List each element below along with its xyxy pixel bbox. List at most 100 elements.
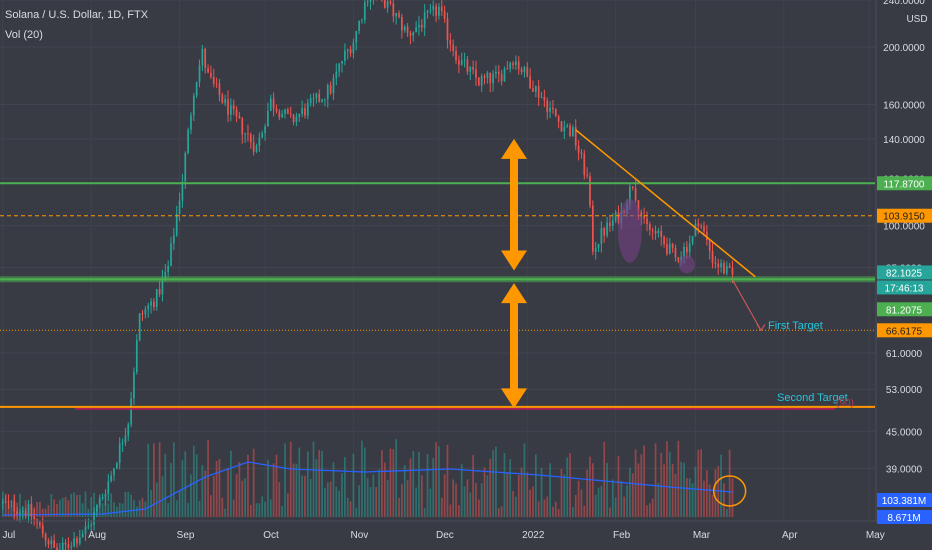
trendline [575,129,756,278]
candle-body [76,538,78,544]
candle-body [155,289,158,308]
price-tag-bg [877,302,932,317]
drawings[interactable] [501,129,766,507]
price-tag-label: 66.6175 [886,326,923,337]
volume-bar [574,495,577,517]
volume-bar [623,496,626,517]
time-tick-label: 2022 [522,530,545,541]
candle-body [238,116,241,119]
candle-body [440,6,443,12]
volume-bar [609,507,611,517]
volume-bar [654,443,657,517]
volume-bar [192,445,195,517]
volume-bar [383,462,386,517]
volume-bar [657,482,660,517]
volume-bar [700,449,702,517]
candle-body [147,305,150,310]
time-axis[interactable]: Jul Aug Sep Oct Nov Dec 2022 Feb Mar Apr May [0,520,932,541]
second-target-note: (90) [836,398,854,409]
candle-body [486,72,489,78]
candle-body [284,109,286,114]
candle-body [543,97,546,101]
support-band [0,276,875,283]
candle-body [540,97,543,99]
volume-indicator-label[interactable]: Vol (20) [5,29,43,41]
volume-bar [418,451,420,517]
volume-bar [412,451,415,517]
candle-body [697,223,700,226]
horizontal-levels[interactable] [0,182,875,410]
volume-bar [386,479,389,517]
candle-body [671,243,674,248]
volume-bar [315,459,318,517]
volume-bar [104,496,107,517]
price-tick-label: 39.0000 [886,464,923,475]
price-tag-bg [877,510,932,524]
volume-bar [711,494,714,517]
volume-bar [93,492,95,517]
volume-bar [110,493,113,517]
projection-line [732,279,762,331]
volume-bar [135,506,138,517]
volume-bar [258,503,261,517]
candle-body [503,68,506,81]
volume-bar [124,491,127,517]
price-tag-bg [877,493,932,507]
candle-body [386,1,389,8]
price-tag-bg [877,280,932,295]
volume-bar [506,472,509,517]
candle-body [694,223,697,237]
volume-bar [284,443,286,517]
candle-body [47,540,50,545]
candle-body [714,263,717,265]
candle-body [355,30,358,43]
volume-bar [349,501,352,517]
candle-body [449,40,452,45]
volume-bar [366,478,369,517]
candle-body [597,244,600,248]
candle-body [438,6,440,16]
volume-bar [147,443,150,517]
candle-body [110,475,113,482]
volume-bar [241,480,244,517]
candle-body [96,504,98,512]
candle-body [526,67,529,77]
volume-bar [674,473,677,517]
chart-title[interactable]: Solana / U.S. Dollar, 1D, FTX [5,9,149,21]
price-tag-label: 103.9150 [883,212,925,223]
volume-bar [230,450,232,517]
volume-bar [252,448,255,517]
arrow-head-down [501,250,527,271]
candle-body [657,230,660,234]
candle-body [720,263,722,268]
price-tick-label: 45.0000 [886,427,923,438]
candle-body [116,463,118,469]
candle-body [703,226,705,232]
annotation-labels[interactable]: First Target Second Target (90) [768,320,854,409]
candle-body [287,109,289,114]
volume-bar [708,484,711,517]
volume-bar [489,458,492,517]
candle-body [483,76,486,78]
volume-bar [150,490,152,517]
candle-body [480,76,483,86]
volume-bar [403,464,406,517]
time-tick-label: Aug [88,530,106,541]
time-tick-label: Feb [613,530,631,541]
volume-bar [646,505,648,517]
volume-bar [631,473,634,517]
candle-body [651,229,654,232]
volume-bar [247,454,249,517]
candle-body [395,12,398,17]
candle-body [683,246,685,257]
price-tag-bg [877,176,932,191]
candle-body [611,220,614,226]
volume-bar [452,479,455,517]
candle-body [643,216,645,219]
volume-bar [218,458,221,517]
candle-body [600,228,603,245]
volume-bar [532,486,534,517]
volume-bar [495,446,497,517]
volume-bar [523,443,526,517]
